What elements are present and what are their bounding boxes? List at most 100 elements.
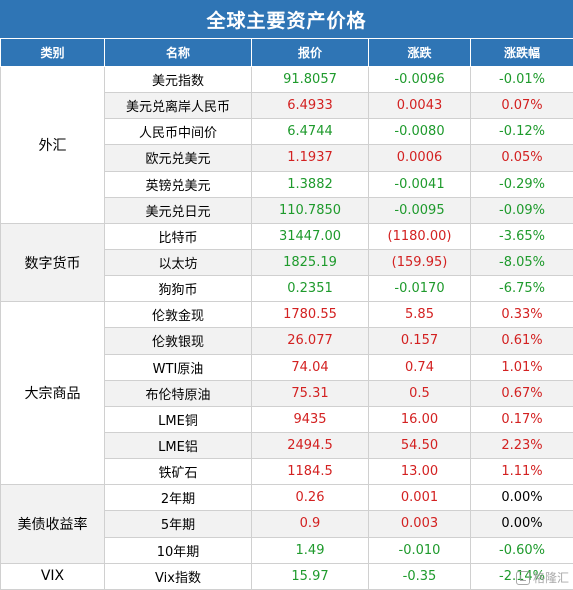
price-cell: 1.1937 (251, 144, 369, 172)
table-row: 英镑兑美元 1.3882 -0.0041 -0.29% (1, 170, 573, 198)
header-row: 类别 名称 报价 涨跌 涨跌幅 (0, 38, 573, 67)
price-cell: 1184.5 (251, 458, 369, 486)
table-row: 美债收益率 2年期 0.26 0.001 0.00% (0, 484, 573, 564)
table-row: 欧元兑美元 1.1937 0.0006 0.05% (1, 144, 573, 172)
change-pct-cell: -0.12% (470, 118, 573, 146)
asset-name-cell: 英镑兑美元 (104, 170, 252, 198)
asset-name-cell: 人民币中间价 (104, 118, 252, 146)
price-cell: 6.4933 (251, 92, 369, 120)
price-cell: 31447.00 (251, 222, 369, 250)
watermark: 格隆汇 (515, 569, 569, 586)
table-row: 5年期 0.9 0.003 0.00% (1, 510, 573, 538)
change-pct-cell: 0.61% (470, 327, 573, 355)
change-cell: -0.0080 (368, 118, 471, 146)
asset-name-cell: 美元指数 (104, 65, 252, 94)
price-cell: 0.2351 (251, 275, 369, 303)
asset-name-cell: LME铝 (104, 431, 252, 460)
table-row: 数字货币 比特币 31447.00 (1180.00) -3.65% (0, 222, 573, 303)
change-pct-cell: 0.00% (470, 510, 573, 538)
header-category: 类别 (0, 38, 105, 67)
asset-name-cell: 2年期 (104, 484, 252, 512)
change-pct-cell: 1.01% (470, 353, 573, 381)
change-cell: 0.003 (368, 510, 471, 538)
asset-name-cell: 美元兑日元 (104, 196, 252, 224)
category-cell: 美债收益率 (0, 484, 105, 564)
table-row: WTI原油 74.04 0.74 1.01% (1, 353, 573, 381)
price-cell: 15.97 (251, 562, 369, 590)
change-pct-cell: 0.05% (470, 144, 573, 172)
change-cell: 0.157 (368, 327, 471, 355)
asset-name-cell: 5年期 (104, 510, 252, 538)
asset-name-cell: WTI原油 (104, 353, 252, 381)
price-cell: 2494.5 (251, 431, 369, 460)
change-cell: 0.0006 (368, 144, 471, 172)
change-cell: -0.0096 (368, 65, 471, 94)
asset-name-cell: 以太坊 (104, 248, 252, 277)
table-row: 人民币中间价 6.4744 -0.0080 -0.12% (1, 118, 573, 146)
asset-name-cell: 伦敦银现 (104, 327, 252, 355)
asset-name-cell: 狗狗币 (104, 275, 252, 303)
price-cell: 26.077 (251, 327, 369, 355)
change-pct-cell: -0.09% (470, 196, 573, 224)
change-pct-cell: 1.11% (470, 458, 573, 486)
asset-name-cell: 比特币 (104, 222, 252, 250)
asset-price-table: 类别 名称 报价 涨跌 涨跌幅 外汇 美元指数 91.8057 -0.0096 -0.0… (0, 38, 573, 590)
price-cell: 110.7850 (251, 196, 369, 224)
price-cell: 6.4744 (251, 118, 369, 146)
change-pct-cell: 0.00% (470, 484, 573, 512)
change-cell: 0.74 (368, 353, 471, 381)
change-pct-cell: -8.05% (470, 248, 573, 277)
table-row: 美元兑日元 110.7850 -0.0095 -0.09% (1, 196, 573, 224)
change-cell: 5.85 (368, 301, 471, 329)
table-row: 伦敦银现 26.077 0.157 0.61% (1, 327, 573, 355)
change-cell: -0.0170 (368, 275, 471, 303)
change-pct-cell: -0.60% (470, 536, 573, 564)
header-change-pct: 涨跌幅 (470, 38, 573, 67)
asset-name-cell: 美元兑离岸人民币 (104, 92, 252, 120)
gelonghui-logo-icon (515, 570, 530, 585)
category-cell: 数字货币 (0, 222, 105, 303)
change-cell: -0.35 (368, 562, 471, 590)
change-cell: 0.5 (368, 379, 471, 407)
change-cell: -0.0095 (368, 196, 471, 224)
category-cell: 外汇 (0, 66, 105, 224)
change-cell: 54.50 (368, 431, 471, 460)
change-cell: 0.001 (368, 484, 471, 512)
change-pct-cell: 2.23% (470, 431, 573, 460)
change-cell: (159.95) (368, 248, 471, 277)
change-pct-cell: -3.65% (470, 222, 573, 250)
price-cell: 0.26 (251, 484, 369, 512)
asset-name-cell: 布伦特原油 (104, 379, 252, 407)
change-pct-cell: 0.17% (470, 405, 573, 433)
change-cell: 13.00 (368, 458, 471, 486)
asset-name-cell: 伦敦金现 (104, 301, 252, 329)
table-row: LME铝 2494.5 54.50 2.23% (1, 431, 573, 460)
change-pct-cell: -0.29% (470, 170, 573, 198)
header-change: 涨跌 (368, 38, 471, 67)
change-cell: 0.0043 (368, 92, 471, 120)
change-pct-cell: 0.67% (470, 379, 573, 407)
header-price: 报价 (251, 38, 369, 67)
change-cell: 16.00 (368, 405, 471, 433)
change-cell: (1180.00) (368, 222, 471, 250)
change-pct-cell: 0.07% (470, 92, 573, 120)
header-name: 名称 (104, 38, 252, 67)
table-row: LME铜 9435 16.00 0.17% (1, 405, 573, 433)
table-row: 10年期 1.49 -0.010 -0.60% (1, 536, 573, 564)
table-row: 美元兑离岸人民币 6.4933 0.0043 0.07% (1, 92, 573, 120)
asset-name-cell: 铁矿石 (104, 458, 252, 486)
price-cell: 74.04 (251, 353, 369, 381)
price-cell: 1.49 (251, 536, 369, 564)
table-row: 铁矿石 1184.5 13.00 1.11% (1, 458, 573, 486)
asset-name-cell: Vix指数 (104, 562, 252, 590)
price-cell: 1.3882 (251, 170, 369, 198)
asset-name-cell: 欧元兑美元 (104, 144, 252, 172)
category-cell: VIX (0, 562, 105, 590)
price-cell: 75.31 (251, 379, 369, 407)
sheet-title: 全球主要资产价格 (0, 0, 573, 38)
watermark-text: 格隆汇 (532, 571, 569, 585)
table-body: 外汇 美元指数 91.8057 -0.0096 -0.01% 美元兑离岸人民币 6.4933… (0, 65, 573, 590)
change-pct-cell: -0.01% (470, 65, 573, 94)
table-row: 大宗商品 伦敦金现 1780.55 5.85 0.33% (0, 301, 573, 486)
